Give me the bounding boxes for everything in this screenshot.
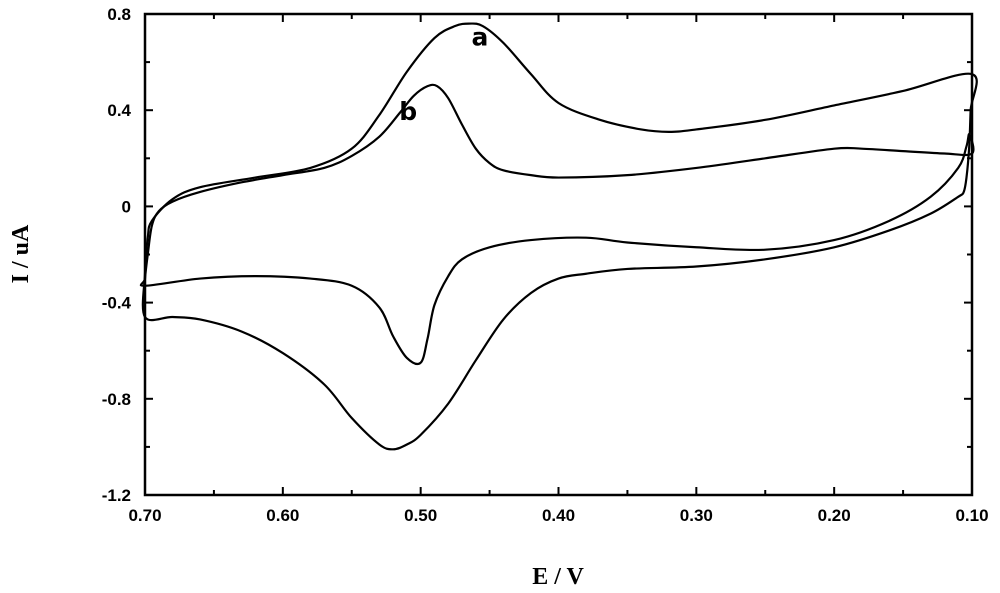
series-line-b: [141, 85, 974, 364]
y-axis-title: I / uA: [8, 224, 34, 283]
x-axis-title: E / V: [532, 564, 584, 590]
x-tick-label: 0.50: [404, 506, 437, 525]
plot-frame: [145, 14, 972, 495]
y-tick-label: -0.4: [102, 294, 132, 313]
curves-layer: [141, 24, 977, 450]
curve-label-a: a: [471, 22, 488, 51]
y-tick-label: 0.4: [107, 101, 131, 120]
y-tick-label: -1.2: [102, 486, 131, 505]
x-tick-label: 0.40: [542, 506, 575, 525]
x-tick-label: 0.20: [818, 506, 851, 525]
annotations-layer: ab: [399, 22, 488, 126]
ticks-layer: [145, 14, 972, 495]
curve-label-b: b: [399, 97, 417, 126]
x-tick-label: 0.70: [128, 506, 161, 525]
x-tick-label: 0.30: [680, 506, 713, 525]
y-tick-label: 0: [122, 197, 131, 216]
y-tick-label: 0.8: [107, 5, 131, 24]
x-tick-label: 0.60: [266, 506, 299, 525]
y-tick-label: -0.8: [102, 390, 131, 409]
tick-labels-layer: 0.700.600.500.400.300.200.100.80.40-0.4-…: [102, 5, 989, 525]
x-tick-label: 0.10: [955, 506, 988, 525]
